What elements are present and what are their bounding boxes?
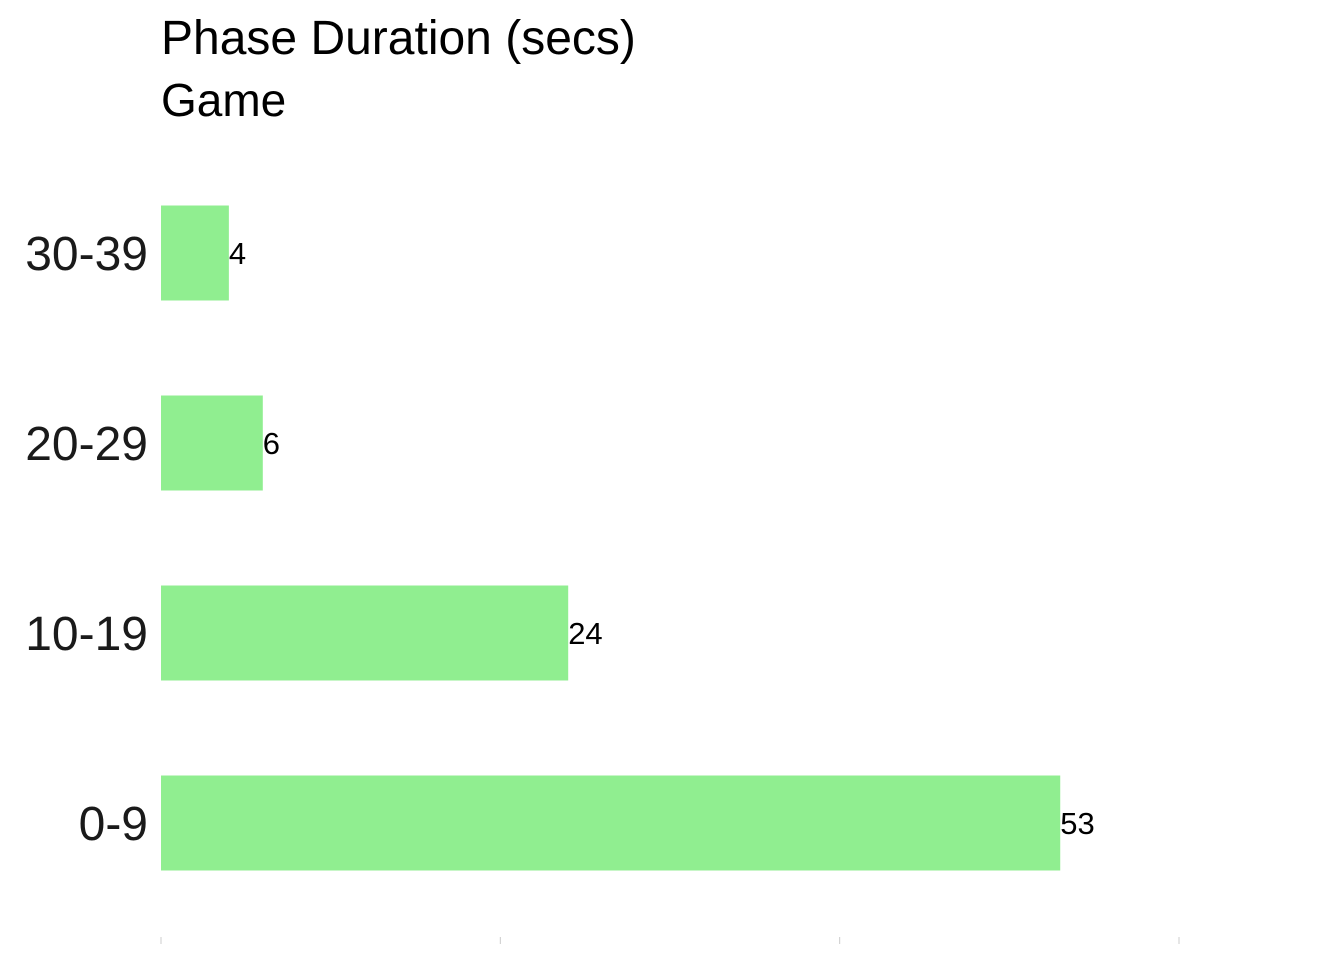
category-label: 0-9	[79, 798, 148, 851]
x-axis-ticks	[160, 937, 1180, 944]
chart-title: Phase Duration (secs)	[161, 12, 636, 65]
bars	[161, 205, 1061, 871]
chart-subtitle: Game	[161, 74, 286, 126]
data-label: 53	[1060, 806, 1094, 841]
bar	[161, 775, 1061, 871]
data-label: 4	[229, 236, 246, 271]
category-labels: 0-9 10-19 20-29 30-39	[25, 228, 148, 851]
category-label: 20-29	[25, 418, 148, 471]
data-labels: 53 24 6 4	[229, 236, 1095, 841]
data-label: 6	[263, 426, 280, 461]
category-label: 10-19	[25, 608, 148, 661]
bar	[161, 205, 229, 301]
bar	[161, 395, 263, 491]
category-label: 30-39	[25, 228, 148, 281]
data-label: 24	[568, 616, 602, 651]
bar	[161, 585, 569, 681]
